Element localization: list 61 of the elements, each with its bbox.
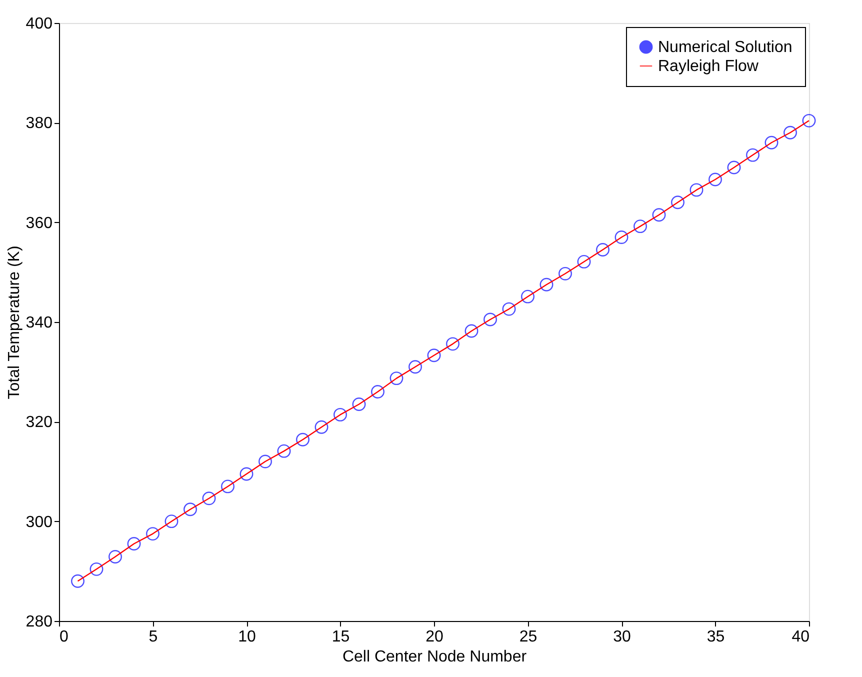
point [671,196,684,210]
x-tick-label: 10 [238,628,256,646]
y-tick-label: 280 [26,614,53,630]
point [240,467,254,481]
legend-label: Numerical Solution [658,39,792,56]
point [727,160,741,174]
x-tick-label: 40 [792,628,810,646]
x-tick-label: 20 [426,628,444,646]
x-tick-label: 15 [332,628,350,646]
x-tick-label: 30 [613,628,631,646]
point [164,514,178,528]
point [764,136,778,150]
point [746,148,760,162]
point [596,243,610,256]
point [202,492,216,506]
point [108,550,122,564]
point [690,183,704,197]
point [540,278,554,292]
y-tick-label: 340 [26,314,53,332]
x-tick-label: 5 [148,628,158,646]
point [258,454,272,468]
point [184,502,197,516]
point [784,126,797,140]
y-tick-label: 360 [26,214,53,232]
line-series [77,120,810,582]
point [90,562,104,576]
point [146,527,160,541]
point [427,348,441,362]
point [652,208,666,222]
point [408,360,422,374]
point [127,537,141,550]
x-tick-label: 0 [60,628,68,646]
y-tick-label: 300 [26,514,53,531]
point [71,574,84,588]
point [502,302,516,316]
legend-label: Rayleigh Flow [658,58,759,75]
y-tick-label: 400 [26,16,53,32]
x-tick-label: 25 [519,628,538,646]
point [577,254,591,268]
point [614,230,628,244]
point [390,372,404,386]
point [464,324,478,338]
y-axis-title: Total Temperature (K) [6,246,23,400]
point [558,266,572,280]
point [634,220,647,234]
point [708,172,722,186]
point [484,312,497,326]
point [521,290,534,304]
x-axis-title: Cell Center Node Number [342,648,528,666]
point [314,420,328,434]
x-tick-label: 35 [706,628,725,646]
point [446,337,460,351]
point [277,444,291,458]
point [371,385,384,398]
y-tick-label: 380 [26,115,53,132]
point [334,408,347,422]
point [296,432,310,446]
y-tick-label: 320 [26,414,53,432]
point [221,480,234,494]
point [352,398,366,411]
point [802,114,816,128]
